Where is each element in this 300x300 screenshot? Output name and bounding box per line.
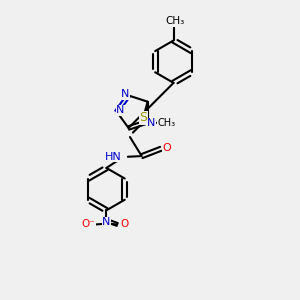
Text: N: N	[116, 105, 124, 115]
Text: N: N	[121, 89, 129, 99]
Text: O: O	[121, 220, 129, 230]
Text: S: S	[139, 111, 147, 124]
Text: HN: HN	[105, 152, 122, 162]
Text: O: O	[162, 143, 171, 153]
Text: CH₃: CH₃	[158, 118, 176, 128]
Text: CH₃: CH₃	[165, 16, 184, 26]
Text: N: N	[147, 118, 155, 128]
Text: N: N	[102, 217, 111, 227]
Text: O⁻: O⁻	[81, 220, 95, 230]
